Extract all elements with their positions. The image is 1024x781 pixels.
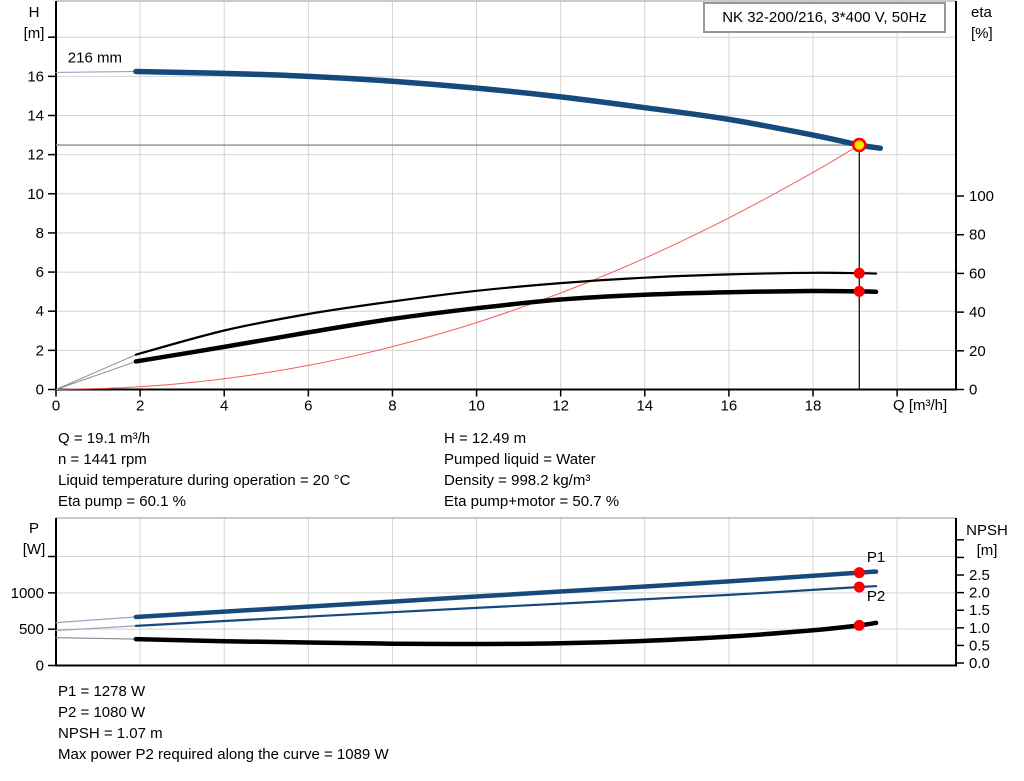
y-left-tick-label: 4 (36, 303, 44, 320)
y-right-tick-label: 100 (969, 188, 994, 205)
y-right-tick-label: 60 (969, 265, 986, 282)
y-left-tick-label: 0 (36, 382, 44, 399)
y-left-axis-label: [W] (23, 541, 46, 558)
head-curve-lead (55, 70, 137, 74)
eta-pump-curve (134, 271, 878, 356)
y-left-axis-label: [m] (24, 25, 45, 42)
y-right-tick-label: 80 (969, 227, 986, 244)
y-right-axis-label: [%] (971, 25, 993, 42)
y-right-tick-label: 1.5 (969, 602, 990, 619)
x-tick-label: 2 (136, 398, 144, 415)
p2-lead (55, 625, 137, 632)
y-right-axis-label: eta (971, 4, 993, 21)
impeller-diameter-label: 216 mm (68, 49, 122, 66)
y-right-tick-label: 2.0 (969, 585, 990, 602)
x-tick-label: 14 (636, 398, 653, 415)
x-axis-label: Q [m³/h] (893, 397, 947, 414)
y-left-tick-label: 6 (36, 264, 44, 281)
affinity-parabola (55, 144, 860, 390)
y-left-tick-label: 16 (27, 68, 44, 85)
y-right-tick-label: 0 (969, 382, 977, 399)
y-right-tick-label: 0.5 (969, 637, 990, 654)
p1-point (853, 567, 865, 579)
x-tick-label: 6 (304, 398, 312, 415)
y-right-tick-label: 40 (969, 304, 986, 321)
y-left-tick-label: 0 (36, 658, 44, 675)
x-tick-label: 10 (468, 398, 485, 415)
p2-curve (134, 585, 878, 627)
info-pumped-liquid: Pumped liquid = Water (444, 451, 596, 468)
y-right-tick-label: 1.0 (969, 620, 990, 637)
y-left-tick-label: 8 (36, 225, 44, 242)
x-tick-label: 18 (805, 398, 822, 415)
y-left-tick-label: 12 (27, 147, 44, 164)
p1-lead (55, 616, 137, 624)
y-right-tick-label: 20 (969, 343, 986, 360)
y-left-tick-label: 1000 (11, 585, 44, 602)
info-eta-pump-motor: Eta pump+motor = 50.7 % (444, 493, 620, 510)
pump-title-text: NK 32-200/216, 3*400 V, 50Hz (722, 9, 927, 26)
y-left-tick-label: 14 (27, 107, 44, 124)
eta-pump-lead (55, 354, 137, 390)
duty-info-left: Q = 19.1 m³/h n = 1441 rpm Liquid temper… (58, 428, 350, 512)
y-left-tick-label: 10 (27, 186, 44, 203)
x-tick-label: 16 (721, 398, 738, 415)
info-max-power: Max power P2 required along the curve = … (58, 746, 389, 763)
npsh-point (853, 619, 865, 631)
npsh-lead (55, 637, 137, 640)
y-left-axis-label: H (29, 4, 40, 21)
p2-curve-label: P2 (867, 588, 885, 605)
pump-title-box: NK 32-200/216, 3*400 V, 50Hz (703, 2, 946, 33)
info-liquid-temperature: Liquid temperature during operation = 20… (58, 472, 351, 489)
x-tick-label: 8 (388, 398, 396, 415)
npsh-curve (133, 620, 879, 647)
y-right-axis-label: NPSH (966, 522, 1008, 539)
eta-pump-motor-point (853, 285, 865, 297)
y-left-tick-label: 500 (19, 621, 44, 638)
info-flow: Q = 19.1 m³/h (58, 430, 151, 447)
x-tick-label: 4 (220, 398, 228, 415)
y-left-axis-label: P (29, 520, 39, 537)
info-p2: P2 = 1080 W (58, 704, 146, 721)
y-right-axis-label: [m] (977, 542, 998, 559)
qh-eta-chart: 0 2 4 6 8 10 12 14 16 18 0 2 4 6 8 10 12 14 16 0 20 40 60 80 100… (24, 0, 994, 415)
info-p1: P1 = 1278 W (58, 683, 146, 700)
eta-pump-point (853, 267, 865, 279)
info-npsh: NPSH = 1.07 m (58, 725, 163, 742)
info-density: Density = 998.2 kg/m³ (444, 472, 591, 489)
x-tick-label: 0 (52, 398, 60, 415)
duty-info-right: H = 12.49 m Pumped liquid = Water Densit… (444, 428, 619, 512)
head-curve (133, 68, 884, 151)
eta-pump-motor-curve (133, 288, 879, 364)
y-right-tick-label: 2.5 (969, 567, 990, 584)
x-tick-label: 12 (552, 398, 569, 415)
eta-pump-motor-lead (55, 360, 137, 390)
info-head: H = 12.49 m (444, 430, 527, 447)
y-right-tick-label: 0.0 (969, 655, 990, 672)
p1-curve (133, 569, 879, 620)
power-info: P1 = 1278 W P2 = 1080 W NPSH = 1.07 m Ma… (58, 681, 389, 765)
p1-curve-label: P1 (867, 549, 885, 566)
p2-point (853, 581, 865, 593)
info-eta-pump: Eta pump = 60.1 % (58, 493, 186, 510)
duty-point[interactable] (852, 137, 867, 153)
y-left-tick-label: 2 (36, 342, 44, 359)
info-speed: n = 1441 rpm (58, 451, 147, 468)
power-npsh-chart: 0 500 1000 0.00.51.01.52.02.5 P [W] NPSH [m] P1 P… (11, 517, 1008, 675)
